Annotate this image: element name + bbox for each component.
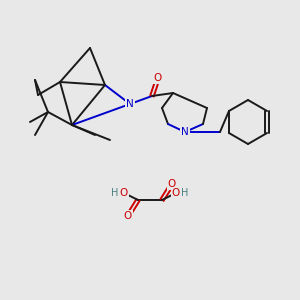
Text: O: O bbox=[168, 179, 176, 189]
Text: H: H bbox=[111, 188, 119, 198]
Text: H: H bbox=[181, 188, 189, 198]
Text: N: N bbox=[181, 127, 189, 137]
Text: O: O bbox=[172, 188, 180, 198]
Text: O: O bbox=[154, 73, 162, 83]
Text: N: N bbox=[126, 99, 134, 109]
Text: O: O bbox=[120, 188, 128, 198]
Text: O: O bbox=[124, 211, 132, 221]
